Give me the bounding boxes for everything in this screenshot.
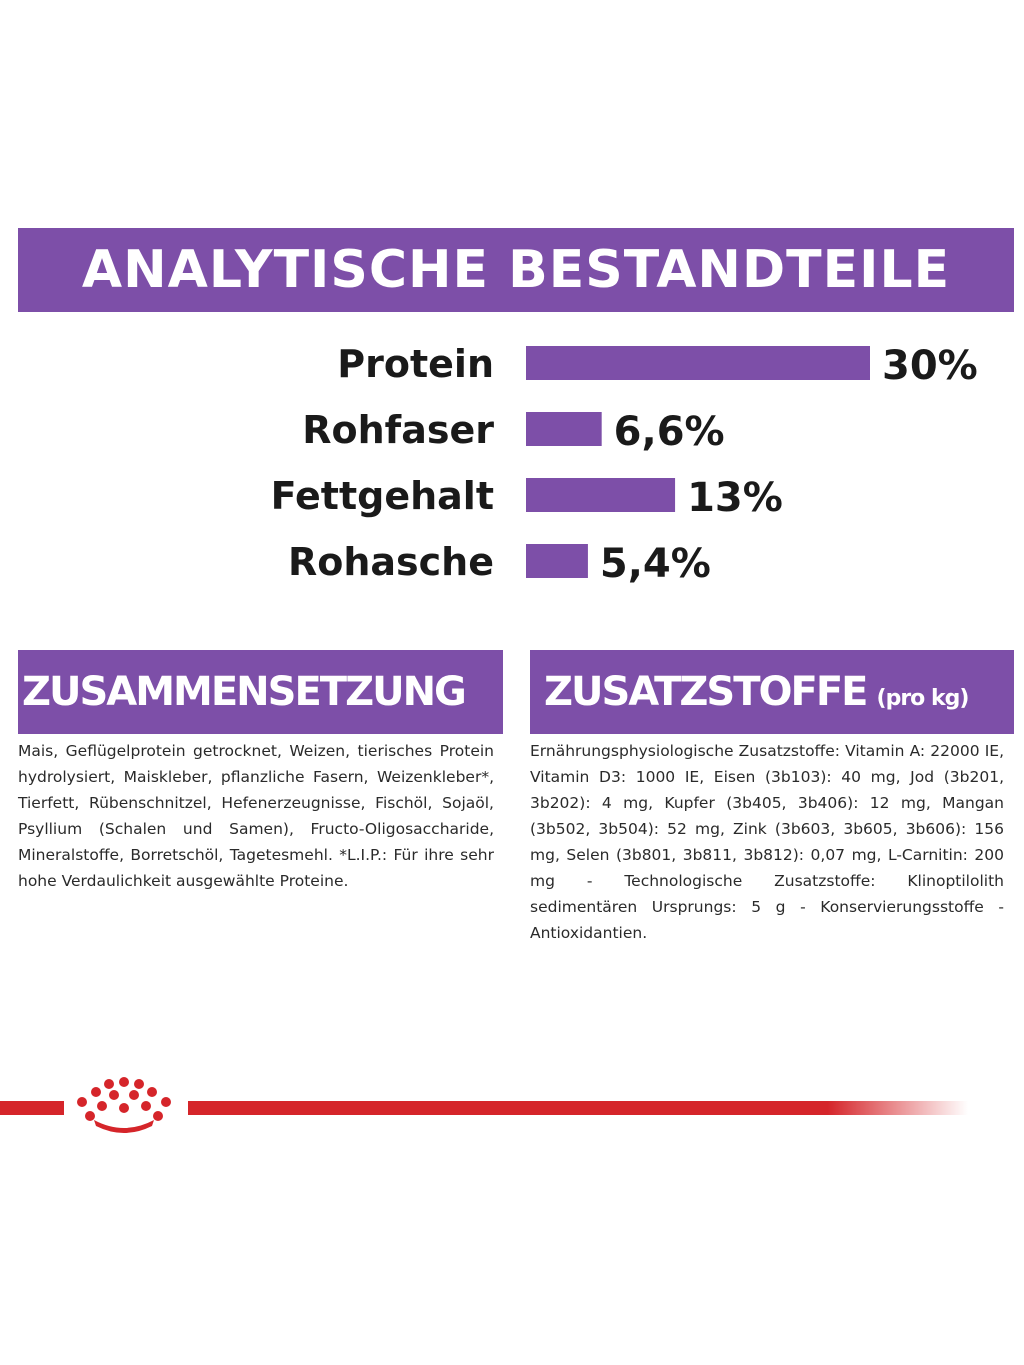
composition-title: ZUSAMMENSETZUNG [22, 669, 467, 715]
composition-text: Mais, Geflügelprotein getrocknet, Weizen… [18, 742, 494, 890]
analytics-title: ANALYTISCHE BESTANDTEILE [81, 240, 951, 300]
category-label: Fettgehalt [271, 474, 494, 518]
additives-unit: (pro kg) [876, 686, 970, 711]
bar [526, 412, 602, 446]
category-label: Rohasche [288, 540, 494, 584]
value-label: 30% [882, 343, 978, 389]
category-label: Rohfaser [302, 408, 494, 452]
value-label: 13% [687, 475, 783, 521]
category-label: Protein [337, 342, 494, 386]
value-label: 6,6% [614, 409, 725, 455]
crown-icon [77, 1077, 171, 1133]
value-label: 5,4% [600, 541, 711, 587]
analytics-banner: ANALYTISCHE BESTANDTEILE [18, 228, 1014, 312]
brand-line-left [0, 1101, 64, 1115]
bar [526, 346, 870, 380]
bar [526, 544, 588, 578]
brand-line-right [188, 1101, 968, 1115]
additives-text: Ernährungsphysiologische Zusatzstoffe: V… [530, 742, 1004, 942]
nutrient-bar-chart: Protein 30% Rohfaser 6,6% Fettgehalt 13% Rohas… [271, 342, 978, 587]
additives-title: ZUSATZSTOFFE [544, 669, 869, 715]
composition-banner: ZUSAMMENSETZUNG [18, 650, 503, 734]
additives-banner: ZUSATZSTOFFE (pro kg) [530, 650, 1014, 734]
bar [526, 478, 676, 512]
